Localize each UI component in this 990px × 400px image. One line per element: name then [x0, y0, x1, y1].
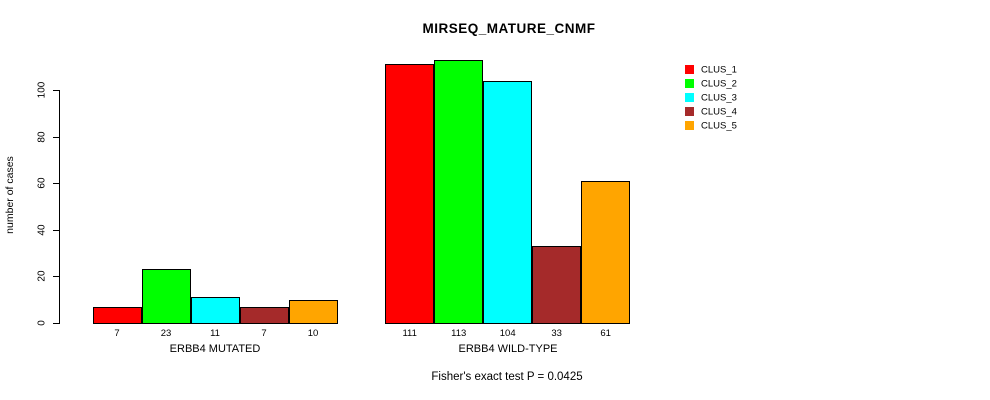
y-tick-label-60: 60	[36, 177, 48, 189]
caption-fisher-test: Fisher's exact test P = 0.0425	[431, 371, 583, 383]
y-tick-label-0: 0	[36, 320, 48, 326]
bar-clus_4-erbb4-wild-type	[532, 246, 582, 324]
bar-value-label: 113	[451, 328, 467, 339]
y-tick-label-20: 20	[36, 270, 48, 282]
bar-clus_2-erbb4-mutated	[141, 269, 191, 324]
legend-swatch-clus_3	[685, 93, 694, 102]
bar-clus_4-erbb4-mutated	[239, 306, 289, 324]
legend-item-clus_2: CLUS_2	[701, 78, 737, 89]
bar-clus_1-erbb4-wild-type	[385, 64, 435, 324]
x-group-label-erbb4-wild-type: ERBB4 WILD-TYPE	[458, 343, 558, 355]
bar-value-label: 111	[402, 328, 417, 339]
legend-item-clus_5: CLUS_5	[701, 120, 737, 131]
legend-swatch-clus_2	[685, 79, 694, 88]
y-tick-40	[53, 229, 59, 231]
bar-value-label: 61	[600, 328, 611, 339]
legend-item-clus_1: CLUS_1	[701, 64, 737, 75]
bar-value-label: 23	[160, 328, 172, 339]
y-tick-label-80: 80	[36, 131, 48, 143]
bar-clus_5-erbb4-mutated	[288, 299, 338, 324]
y-tick-label-40: 40	[36, 224, 48, 236]
bar-clus_3-erbb4-mutated	[190, 297, 240, 324]
bar-value-label: 10	[307, 328, 319, 339]
bar-value-label: 7	[261, 328, 267, 339]
bar-value-label: 104	[499, 328, 516, 339]
x-group-label-erbb4-mutated: ERBB4 MUTATED	[169, 343, 261, 355]
y-tick-100	[53, 90, 59, 91]
legend-item-clus_3: CLUS_3	[701, 92, 737, 103]
y-axis-line	[59, 90, 60, 324]
y-tick-label-100: 100	[36, 81, 48, 99]
y-tick-80	[53, 136, 59, 138]
y-tick-60	[53, 183, 59, 185]
bar-clus_1-erbb4-mutated	[92, 306, 142, 324]
bar-value-label: 7	[114, 328, 120, 339]
y-axis-label: number of cases	[4, 156, 16, 234]
y-tick-20	[53, 276, 59, 278]
legend-swatch-clus_4	[685, 107, 694, 116]
bar-clus_5-erbb4-wild-type	[581, 180, 631, 324]
chart-title: MIRSEQ_MATURE_CNMF	[422, 21, 596, 36]
y-tick-0	[53, 323, 59, 324]
legend-item-clus_4: CLUS_4	[701, 106, 737, 117]
bar-clus_3-erbb4-wild-type	[483, 80, 533, 324]
bar-value-label: 11	[210, 328, 220, 339]
legend-swatch-clus_5	[685, 121, 694, 130]
bar-value-label: 33	[551, 328, 562, 339]
legend-swatch-clus_1	[685, 65, 694, 74]
bar-clus_2-erbb4-wild-type	[434, 59, 484, 324]
